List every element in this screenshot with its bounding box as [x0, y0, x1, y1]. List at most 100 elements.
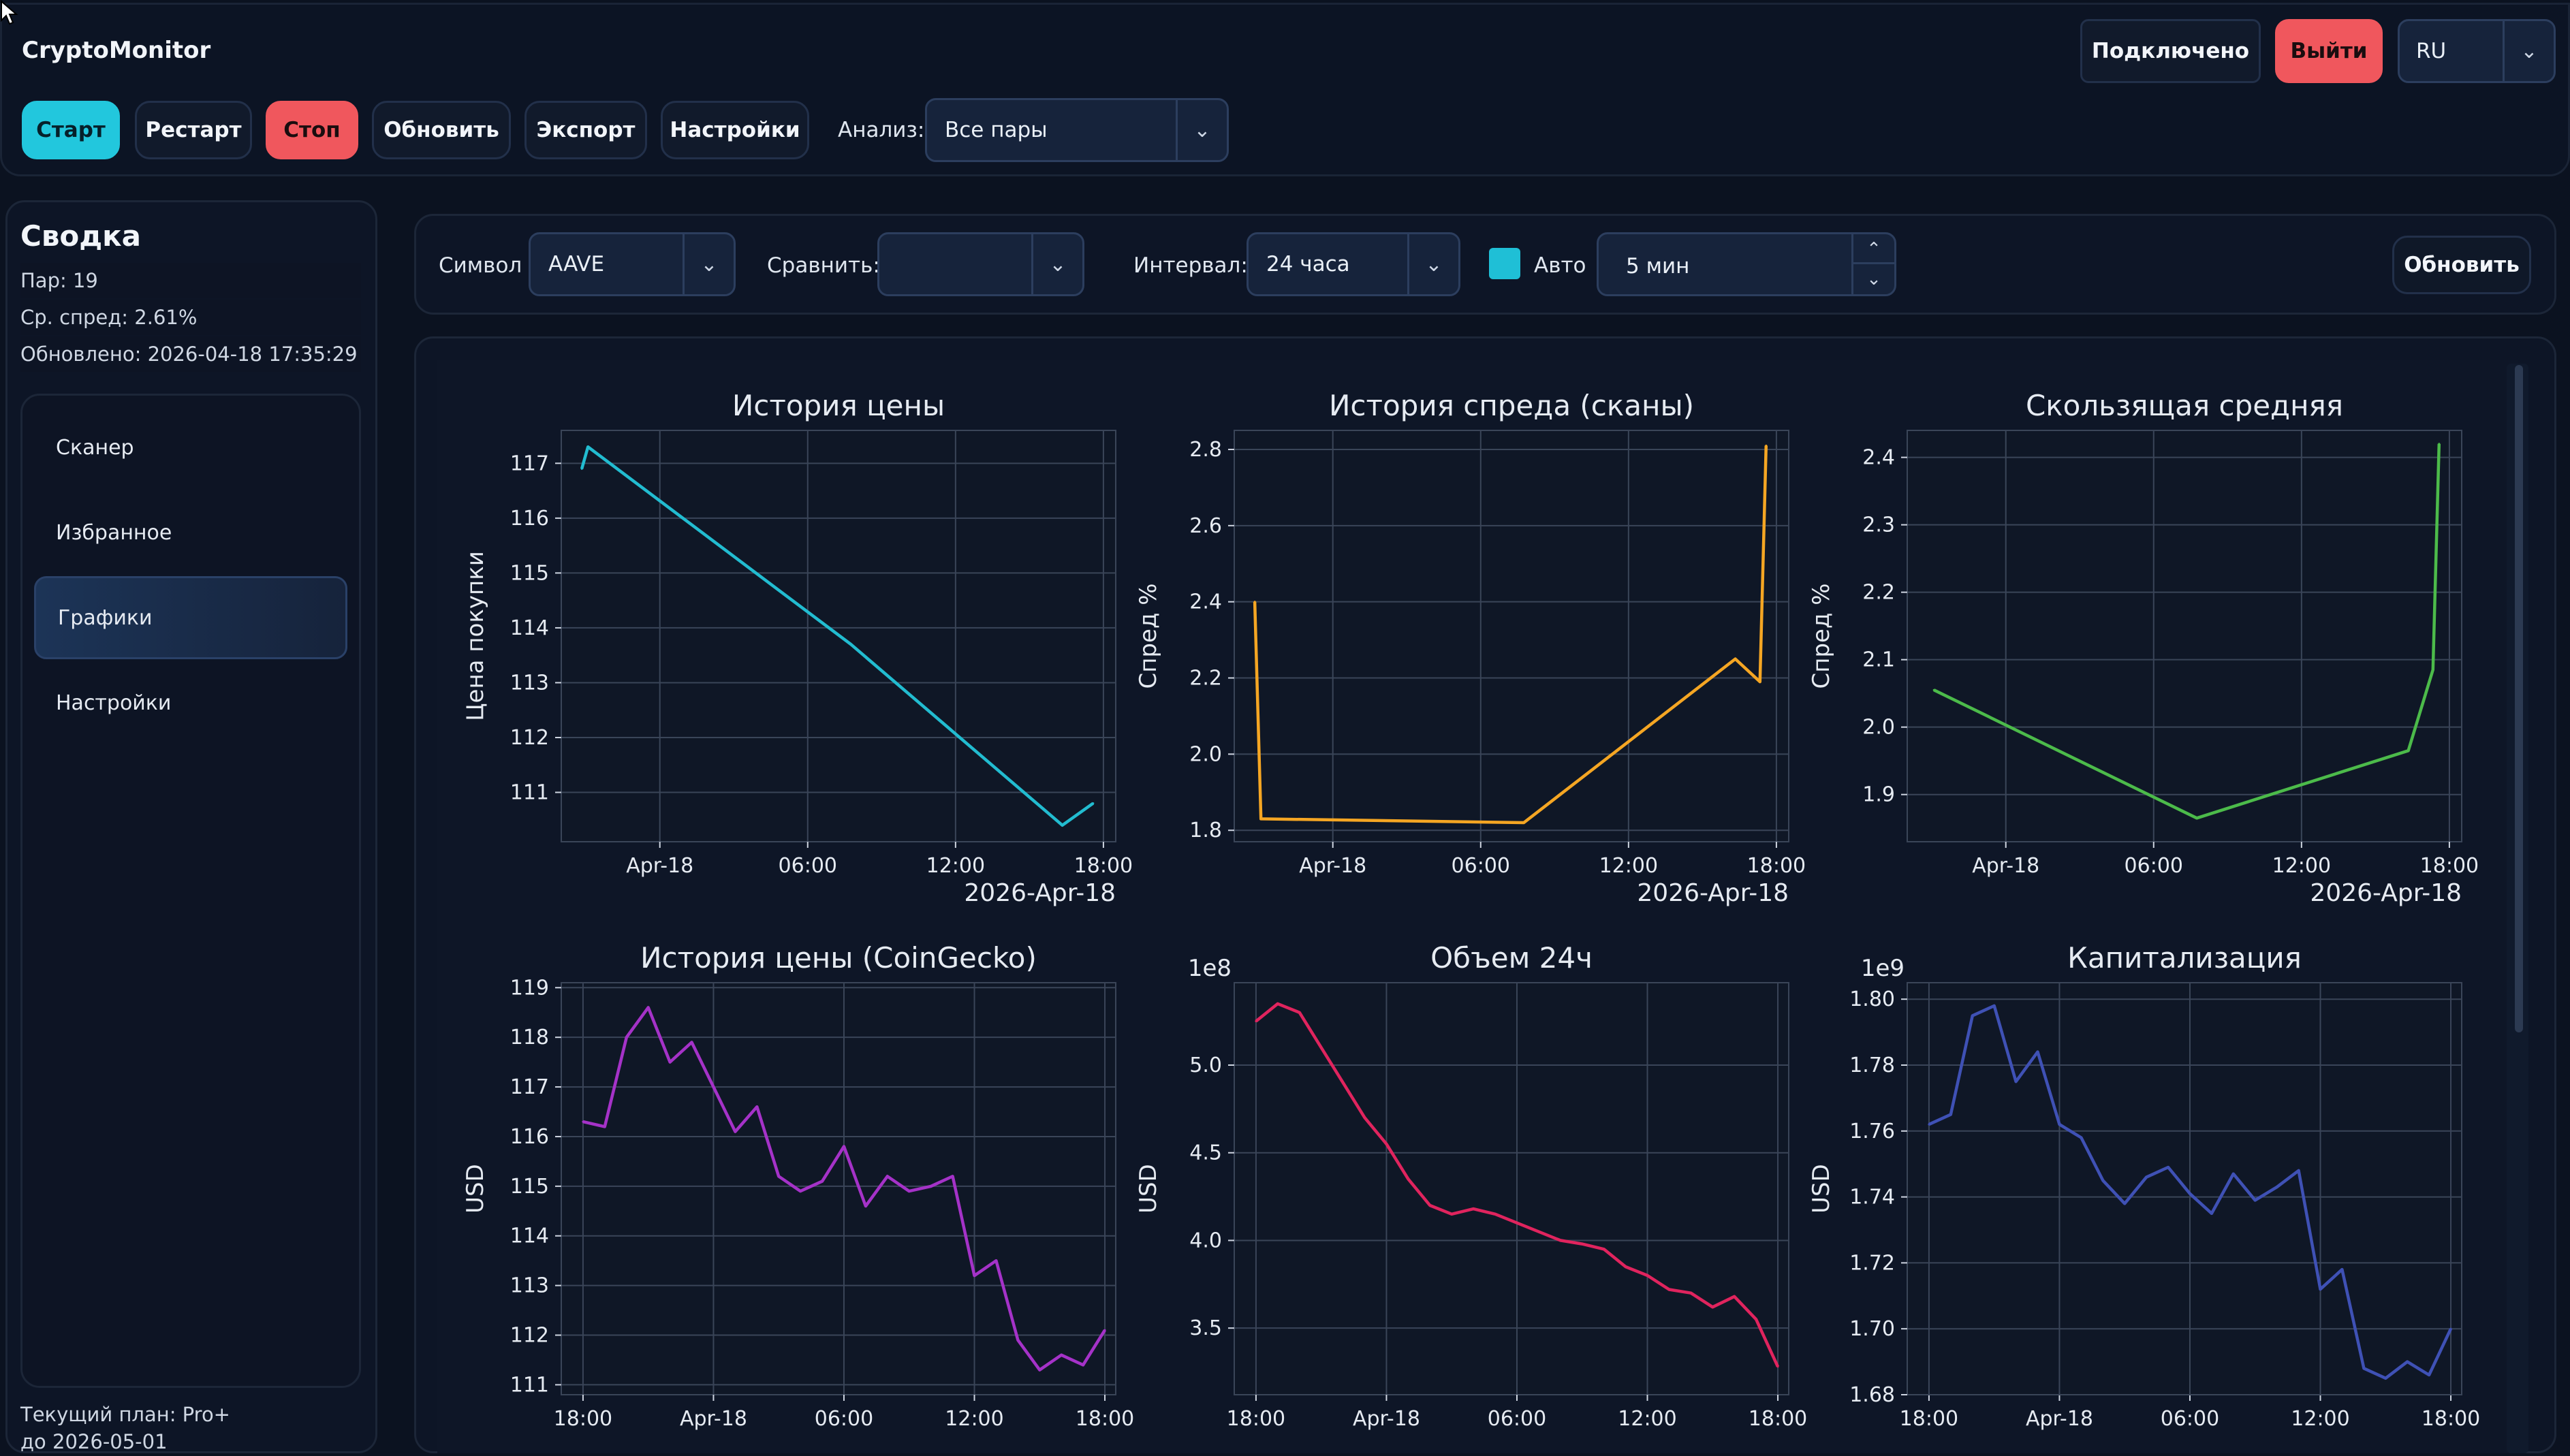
y-tick-label: 2.4 — [1862, 446, 1895, 470]
data-point — [1776, 1365, 1779, 1368]
filters-refresh-button[interactable]: Обновить — [2392, 236, 2531, 294]
x-tick-label: Apr-18 — [1299, 854, 1366, 878]
data-point — [1993, 1004, 1996, 1007]
data-point — [691, 1041, 693, 1043]
data-point — [2406, 1361, 2409, 1363]
data-point — [712, 1086, 715, 1088]
data-point — [952, 1175, 954, 1177]
x-tick-label: 18:00 — [1900, 1407, 1958, 1431]
y-tick-label: 1.76 — [1849, 1120, 1895, 1143]
data-point — [1320, 1046, 1323, 1049]
sidebar-title: Сводка — [20, 219, 142, 253]
x-tick-label: 18:00 — [1747, 854, 1806, 878]
x-tick-label: Apr-18 — [626, 854, 693, 878]
data-point — [1928, 1123, 1930, 1126]
data-point — [1494, 1213, 1496, 1216]
data-point — [1932, 689, 1935, 691]
stop-button[interactable]: Стоп — [266, 101, 358, 159]
sidebar-item-favorites[interactable]: Избранное — [56, 520, 172, 545]
data-point — [1733, 1295, 1736, 1298]
auto-interval-spinbox[interactable]: 5 мин ⌃ ⌄ — [1597, 232, 1896, 296]
chart-title: История цены (CoinGecko) — [640, 941, 1037, 975]
y-tick-label: 112 — [510, 1324, 549, 1348]
data-point — [755, 1105, 758, 1108]
data-point — [1016, 1339, 1019, 1342]
spin-down-icon[interactable]: ⌄ — [1851, 262, 1894, 294]
compare-select[interactable]: ⌄ — [877, 232, 1084, 296]
data-point — [1522, 821, 1525, 824]
x-tick-label: Apr-18 — [2026, 1407, 2093, 1431]
y-tick-label: 2.1 — [1862, 648, 1895, 672]
start-button[interactable]: Старт — [22, 101, 120, 159]
y-tick-label: 1.72 — [1849, 1251, 1895, 1275]
x-tick-label: Apr-18 — [680, 1407, 747, 1431]
x-tick-label: 06:00 — [1488, 1407, 1546, 1431]
settings-button[interactable]: Настройки — [661, 101, 809, 159]
y-tick-label: 115 — [510, 1175, 549, 1199]
x-tick-label: 06:00 — [815, 1407, 873, 1431]
y-tick-label: 117 — [510, 452, 549, 475]
data-point — [2189, 1192, 2191, 1195]
restart-button[interactable]: Рестарт — [135, 101, 252, 159]
chart-title: История спреда (сканы) — [1329, 389, 1694, 422]
data-point — [2195, 817, 2198, 819]
y-axis-multiplier: 1e9 — [1861, 955, 1905, 982]
x-tick-label: Apr-18 — [1972, 854, 2039, 878]
y-tick-label: 117 — [510, 1075, 549, 1099]
connection-status-button[interactable]: Подключено — [2080, 19, 2261, 83]
export-button[interactable]: Экспорт — [524, 101, 647, 159]
data-point — [1734, 658, 1737, 661]
y-tick-label: 113 — [510, 671, 549, 695]
data-point — [1038, 1369, 1041, 1372]
x-tick-label: 12:00 — [2272, 854, 2331, 878]
data-point — [2080, 1136, 2082, 1139]
analysis-select[interactable]: Все пары ⌄ — [925, 98, 1229, 162]
y-tick-label: 114 — [510, 616, 549, 640]
charts-scrollbar-thumb[interactable] — [2515, 365, 2523, 1032]
sidebar-item-scanner[interactable]: Сканер — [56, 435, 134, 460]
data-point — [1949, 1113, 1952, 1116]
chart-title: Скользящая средняя — [2026, 389, 2343, 422]
logout-button[interactable]: Выйти — [2275, 19, 2383, 83]
y-tick-label: 116 — [510, 507, 549, 531]
data-point — [1759, 680, 1761, 683]
data-point — [930, 1185, 933, 1188]
sidebar-item-settings[interactable]: Настройки — [56, 691, 172, 715]
y-tick-label: 116 — [510, 1125, 549, 1149]
interval-select[interactable]: 24 часа ⌄ — [1247, 232, 1460, 296]
data-point — [1364, 1116, 1366, 1119]
chevron-down-icon: ⌄ — [1176, 100, 1227, 160]
data-point — [2276, 1186, 2278, 1188]
data-point — [2037, 1051, 2039, 1054]
x-tick-label: 18:00 — [2420, 854, 2479, 878]
data-point — [1061, 824, 1064, 827]
analysis-label: Анализ: — [838, 118, 925, 142]
symbol-select[interactable]: AAVE ⌄ — [529, 232, 736, 296]
data-point — [994, 1259, 997, 1262]
plot-area — [561, 982, 1116, 1395]
data-point — [799, 1190, 802, 1192]
y-tick-label: 114 — [510, 1224, 549, 1248]
spin-up-icon[interactable]: ⌃ — [1851, 234, 1894, 264]
auto-checkbox[interactable] — [1489, 248, 1520, 279]
x-tick-label: 06:00 — [2161, 1407, 2219, 1431]
language-select[interactable]: RU ⌄ — [2398, 19, 2556, 83]
y-tick-label: 2.0 — [1862, 716, 1895, 740]
language-select-value: RU — [2416, 39, 2447, 63]
data-point — [973, 1274, 976, 1277]
data-point — [2428, 1374, 2430, 1376]
summary-pairs: Пар: 19 — [20, 263, 361, 298]
data-point — [2145, 1176, 2148, 1179]
data-point — [886, 1175, 889, 1177]
data-point — [1103, 1329, 1106, 1331]
sidebar-item-charts[interactable]: Графики — [34, 576, 347, 659]
data-point — [604, 1125, 606, 1128]
refresh-button[interactable]: Обновить — [372, 101, 511, 159]
x-tick-label: 12:00 — [2291, 1407, 2349, 1431]
data-point — [580, 467, 583, 470]
y-tick-label: 3.5 — [1189, 1316, 1222, 1340]
symbol-select-value: AAVE — [548, 252, 605, 276]
data-point — [1711, 1305, 1714, 1308]
